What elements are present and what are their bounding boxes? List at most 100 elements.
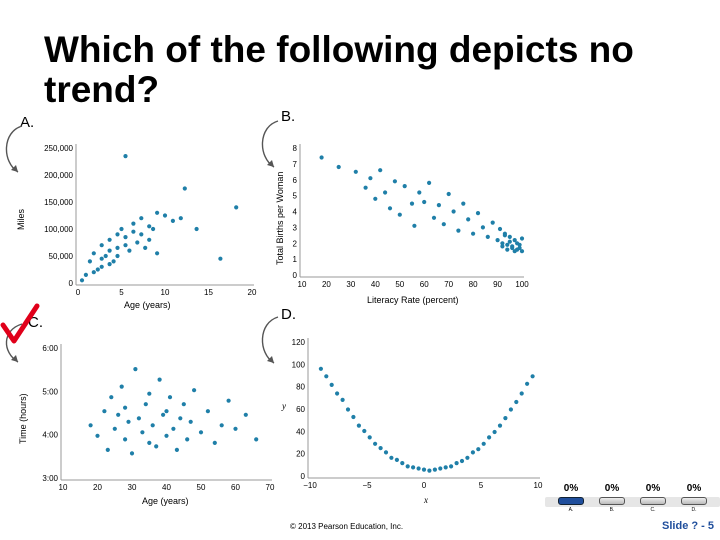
chart-b-point: [353, 169, 358, 174]
chart-d-point: [389, 455, 394, 460]
chart-d-point: [476, 447, 481, 452]
chart-a-xtick: 10: [161, 288, 170, 297]
chart-c-point: [164, 409, 169, 414]
chart-a-point: [99, 264, 104, 269]
chart-a-point: [99, 256, 104, 261]
chart-d-point: [335, 391, 340, 396]
chart-a-ylabel: Miles: [16, 208, 26, 230]
chart-d-point: [421, 467, 427, 472]
chart-d-point: [514, 399, 519, 405]
chart-a-point: [127, 248, 132, 253]
chart-d-point: [465, 455, 470, 460]
chart-b-point: [497, 226, 503, 232]
chart-b-point: [368, 176, 373, 181]
chart-c-xtick: 60: [231, 483, 240, 492]
poll-bar-a: [558, 497, 584, 505]
chart-c-point: [109, 395, 114, 400]
chart-a-point: [103, 253, 108, 259]
poll-option-c[interactable]: 0% C.: [633, 483, 673, 513]
chart-b-point: [519, 249, 525, 254]
chart-c-point: [188, 419, 193, 424]
chart-a-ytick: 50,000: [49, 252, 74, 261]
chart-b-point: [422, 199, 427, 205]
chart-a-point: [91, 251, 96, 256]
poll-option-a[interactable]: 0% A.: [551, 483, 591, 513]
chart-c-xtick: 30: [128, 483, 137, 492]
chart-d-point: [405, 464, 410, 469]
chart-c-point: [123, 405, 128, 410]
chart-c-point: [254, 437, 259, 442]
chart-d-xtick: 0: [422, 481, 427, 490]
chart-c-point: [161, 412, 166, 417]
chart-a-point: [95, 267, 100, 272]
chart-b-xtick: 70: [444, 280, 453, 289]
chart-d-xtick: 5: [479, 481, 484, 490]
chart-d-point: [427, 468, 432, 473]
chart-c-point: [174, 447, 179, 452]
chart-b-point: [500, 241, 505, 246]
chart-b-point: [507, 234, 512, 239]
chart-c-point: [116, 412, 121, 417]
chart-c-point: [140, 430, 145, 435]
chart-a-point: [123, 243, 128, 248]
chart-d-ytick: 40: [296, 427, 305, 436]
chart-b-point: [383, 190, 388, 195]
chart-c-point: [147, 440, 152, 445]
chart-d-point: [411, 465, 416, 470]
chart-c-point: [143, 402, 148, 407]
chart-c-point: [133, 367, 138, 372]
chart-d-ytick: 60: [296, 405, 305, 414]
chart-c-ylabel: Time (hours): [18, 393, 28, 444]
chart-d-ytick: 20: [296, 450, 305, 459]
chart-c-xtick: 40: [162, 483, 171, 492]
chart-b-xtick: 60: [420, 280, 429, 289]
chart-b-xlabel: Literacy Rate (percent): [367, 295, 459, 305]
chart-d-point: [394, 457, 399, 462]
chart-b-point: [451, 209, 456, 214]
chart-b-point: [409, 201, 415, 206]
chart-b-point: [505, 242, 510, 247]
chart-c-point: [171, 426, 176, 431]
poll-percent-b: 0%: [604, 483, 620, 494]
chart-c-point: [167, 395, 173, 400]
chart-a-point: [83, 272, 88, 277]
chart-c-ytick: 4:00: [42, 431, 58, 440]
chart-b-point: [519, 236, 525, 241]
poll-option-d[interactable]: 0% D.: [674, 483, 714, 513]
poll-bar-d: [681, 497, 707, 505]
chart-a: 0 5 10 15 20 0 50,000 100,000 150,000 200,000 250,…: [16, 144, 257, 310]
chart-a-point: [155, 210, 160, 215]
chart-c-xtick: 70: [266, 483, 275, 492]
poll-bar-c: [640, 497, 666, 505]
chart-d-point: [454, 461, 459, 466]
chart-a-ytick: 200,000: [44, 171, 73, 180]
poll-option-b[interactable]: 0% B.: [592, 483, 632, 513]
poll-percent-d: 0%: [686, 483, 702, 494]
chart-d-point: [492, 429, 497, 435]
chart-a-point: [107, 262, 112, 267]
chart-d-point: [362, 428, 367, 434]
chart-a-point: [151, 226, 156, 232]
chart-a-xlabel: Age (years): [124, 300, 171, 310]
chart-b-point: [471, 231, 476, 236]
chart-a-point: [99, 243, 104, 248]
chart-d-point: [378, 446, 383, 451]
chart-b-ytick: 0: [293, 271, 298, 280]
chart-c-point: [126, 419, 131, 424]
chart-c-point: [181, 402, 186, 407]
chart-b-ytick: 5: [293, 192, 298, 201]
chart-a-point: [123, 154, 128, 159]
chart-d-point: [351, 414, 356, 420]
chart-d-point: [449, 464, 454, 469]
chart-d-point: [416, 466, 421, 471]
chart-d-point: [525, 381, 530, 386]
chart-c-point: [129, 451, 135, 456]
chart-b-point: [495, 238, 500, 243]
chart-a-point: [123, 235, 128, 240]
chart-c-point: [136, 416, 141, 421]
chart-d-point: [329, 382, 334, 387]
chart-b-point: [512, 238, 517, 243]
chart-c-ytick: 5:00: [42, 387, 58, 396]
curved-arrow-icon-d: [261, 316, 279, 364]
chart-b-point: [461, 201, 466, 206]
